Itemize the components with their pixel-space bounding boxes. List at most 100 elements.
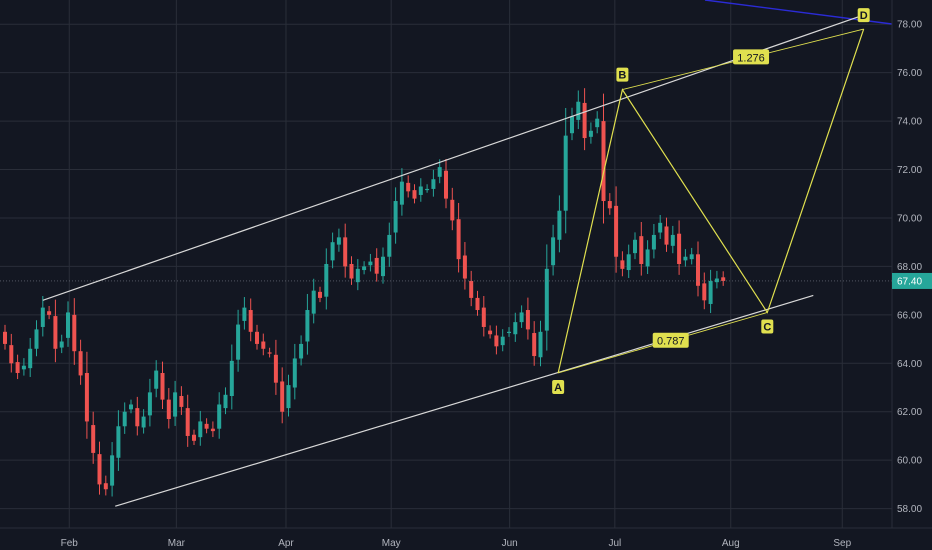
time-tick-label: Aug (722, 538, 740, 549)
candle-body (292, 358, 297, 388)
candle-body (563, 135, 568, 211)
candle-body (198, 421, 203, 438)
candle-body (670, 234, 675, 246)
candle-body (677, 233, 682, 264)
candle-body (9, 345, 14, 364)
pattern-point-label: A (554, 382, 562, 394)
candle-body (387, 234, 392, 257)
candle-body (551, 237, 556, 266)
candle-body (217, 404, 222, 429)
candle-body (362, 266, 367, 271)
time-axis[interactable]: Feb Mar Apr May Jun Jul Aug Sep (61, 538, 852, 549)
ratio-badge (733, 49, 770, 65)
candle-body (494, 335, 499, 347)
candle-body (47, 311, 52, 315)
candle-body (116, 426, 121, 458)
candle-body (192, 434, 196, 441)
time-tick-label: Feb (61, 538, 79, 549)
candle-body (204, 423, 209, 429)
candle-body (500, 336, 505, 346)
candle-body (374, 257, 379, 274)
candle-body (66, 312, 70, 338)
candle-body (601, 121, 606, 202)
candle-body (450, 199, 455, 221)
candle-body (135, 408, 140, 427)
candle-body (469, 280, 474, 298)
ratio-badge (652, 332, 689, 348)
candle-body (639, 236, 644, 264)
candle-body (84, 372, 89, 422)
last-price-label: 67.40 (897, 276, 922, 287)
candle-body (210, 428, 215, 432)
candle-body (557, 210, 562, 240)
time-tick-label: Apr (278, 538, 294, 549)
price-axis[interactable]: 58.00 60.00 62.00 64.00 66.00 68.00 70.00 72.00… (892, 20, 932, 515)
candle-body (154, 370, 159, 389)
candle-body (689, 254, 694, 260)
candle-body (418, 186, 423, 195)
candle-body (40, 307, 45, 327)
channel-lower-line[interactable] (115, 294, 814, 507)
channel-upper-line[interactable] (42, 13, 866, 301)
time-tick-label: Jul (608, 538, 621, 549)
candle-body (658, 222, 663, 233)
candle-body (576, 101, 581, 120)
candle-body (336, 237, 341, 245)
candle-body (21, 365, 26, 370)
price-tick-label: 72.00 (897, 165, 922, 176)
candle-body (532, 333, 537, 357)
candle-body (129, 404, 133, 410)
candles (3, 88, 726, 497)
candle-body (349, 264, 354, 279)
price-tick-label: 76.00 (897, 68, 922, 79)
candle-body (261, 341, 266, 349)
candle-body (544, 268, 549, 331)
candle-body (28, 348, 33, 369)
candle-body (399, 181, 404, 205)
candle-body (255, 331, 259, 344)
candle-body (462, 255, 467, 279)
pattern-point-badge (616, 67, 629, 82)
price-tick-label: 78.00 (897, 20, 922, 31)
price-tick-label: 66.00 (897, 310, 922, 321)
candle-body (242, 307, 247, 321)
candle-body (475, 297, 480, 311)
pattern-point-badge (761, 319, 774, 334)
candle-body (273, 354, 278, 383)
candle-body (166, 399, 171, 420)
candle-body (708, 280, 713, 304)
candle-body (147, 392, 152, 416)
candle-body (683, 256, 688, 261)
pattern-point-badge (552, 379, 565, 394)
candle-body (299, 343, 304, 359)
candle-body (412, 190, 417, 199)
pattern-path[interactable] (557, 28, 865, 374)
candle-body (355, 268, 360, 283)
candle-body (456, 219, 461, 260)
candle-body (141, 416, 146, 428)
candle-body (72, 314, 77, 352)
price-tick-label: 68.00 (897, 262, 922, 273)
candle-body (651, 234, 656, 250)
candle-body (519, 312, 524, 323)
price-tick-label: 62.00 (897, 407, 922, 418)
pattern-point-label: C (763, 321, 771, 333)
pattern-point-label: B (618, 70, 626, 82)
candle-body (507, 331, 511, 334)
candle-body (229, 360, 234, 396)
candle-body (481, 307, 486, 327)
candle-body (267, 352, 272, 354)
pattern-point-badge (857, 8, 870, 23)
candle-body (588, 130, 593, 137)
candle-body (160, 372, 165, 400)
candle-body (59, 341, 64, 348)
price-tick-label: 74.00 (897, 117, 922, 128)
candle-body (236, 324, 241, 360)
candle-body (525, 310, 530, 330)
candle-body (122, 411, 127, 427)
candle-body (110, 455, 115, 486)
candle-body (714, 278, 719, 283)
time-tick-label: Jun (502, 538, 518, 549)
candle-body (97, 454, 102, 485)
